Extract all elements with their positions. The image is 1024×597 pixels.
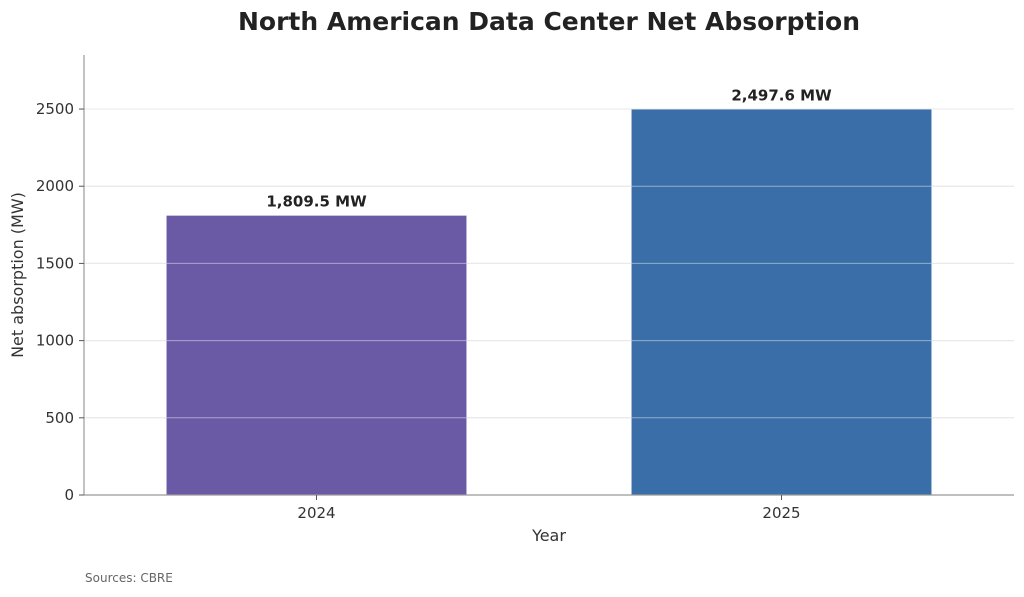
- y-tick-label: 0: [64, 486, 74, 504]
- x-tick-label: 2025: [762, 504, 800, 522]
- data-label-2025: 2,497.6 MW: [731, 86, 832, 104]
- gridlines-overlay: [84, 108, 1014, 419]
- y-tick-label: 2000: [36, 177, 74, 195]
- y-tick-label: 1500: [36, 254, 74, 272]
- y-tick-label: 2500: [36, 100, 74, 118]
- bar-2025: [631, 109, 932, 496]
- chart-title: North American Data Center Net Absorptio…: [238, 7, 860, 36]
- axes: [83, 55, 1014, 496]
- bar-2024: [166, 215, 467, 495]
- x-axis-label: Year: [531, 526, 566, 545]
- y-ticks: 0 500 1000 1500 2000 2500: [36, 100, 84, 504]
- y-tick-label: 500: [45, 409, 74, 427]
- data-labels: 1,809.5 MW 2,497.6 MW: [266, 86, 832, 210]
- y-axis-label: Net absorption (MW): [8, 192, 27, 358]
- y-tick-label: 1000: [36, 332, 74, 350]
- bars: [166, 109, 932, 496]
- x-tick-label: 2024: [297, 504, 335, 522]
- data-label-2024: 1,809.5 MW: [266, 193, 367, 211]
- x-ticks: 2024 2025: [297, 495, 801, 522]
- source-note: Sources: CBRE: [85, 571, 173, 585]
